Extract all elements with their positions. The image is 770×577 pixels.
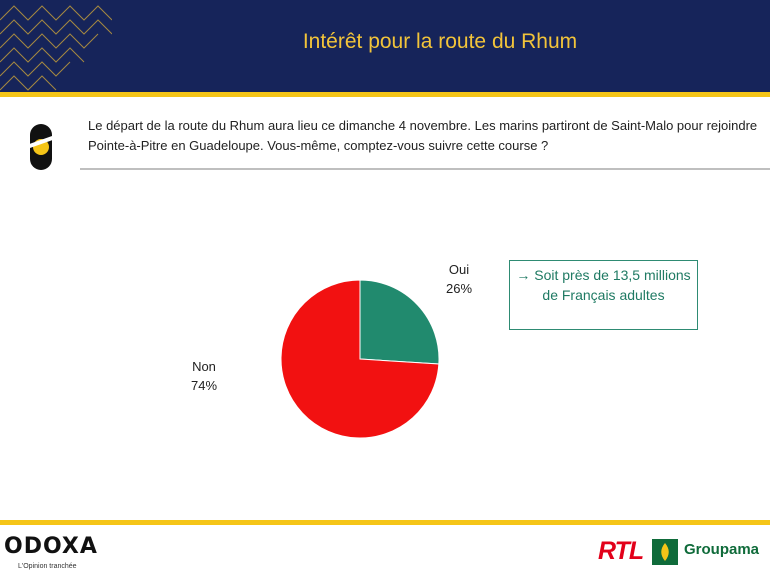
slice-value-oui: 26%: [446, 281, 472, 296]
page-title: Intérêt pour la route du Rhum: [302, 30, 578, 53]
question-text: Le départ de la route du Rhum aura lieu …: [88, 118, 758, 153]
header-stripe: [0, 92, 770, 97]
rtl-logo: RTL: [598, 537, 644, 565]
header-bar: Intérêt pour la route du Rhum: [0, 0, 770, 92]
odoxa-logo: ODOXA: [4, 534, 98, 559]
pie-slice-non: [280, 279, 440, 439]
footer-bar: [0, 525, 770, 577]
pie-slice-oui: [359, 279, 440, 365]
slice-label-non: Non: [192, 359, 216, 374]
odoxa-tagline: L'Opinion tranchée: [18, 563, 77, 570]
question-divider: [80, 168, 770, 170]
slice-label-oui: Oui: [449, 262, 469, 277]
footer-stripe: [0, 520, 770, 525]
header-chevron-pattern: [0, 5, 112, 91]
callout-box: → Soit près de 13,5 millions de Français…: [509, 260, 698, 330]
slice-value-non: 74%: [191, 378, 217, 393]
groupama-logo: Groupama: [684, 541, 760, 558]
groupama-leaf-icon: [652, 539, 678, 565]
pie-chart: Oui 26% Non 74%: [191, 262, 472, 439]
question-icon: [23, 124, 59, 170]
